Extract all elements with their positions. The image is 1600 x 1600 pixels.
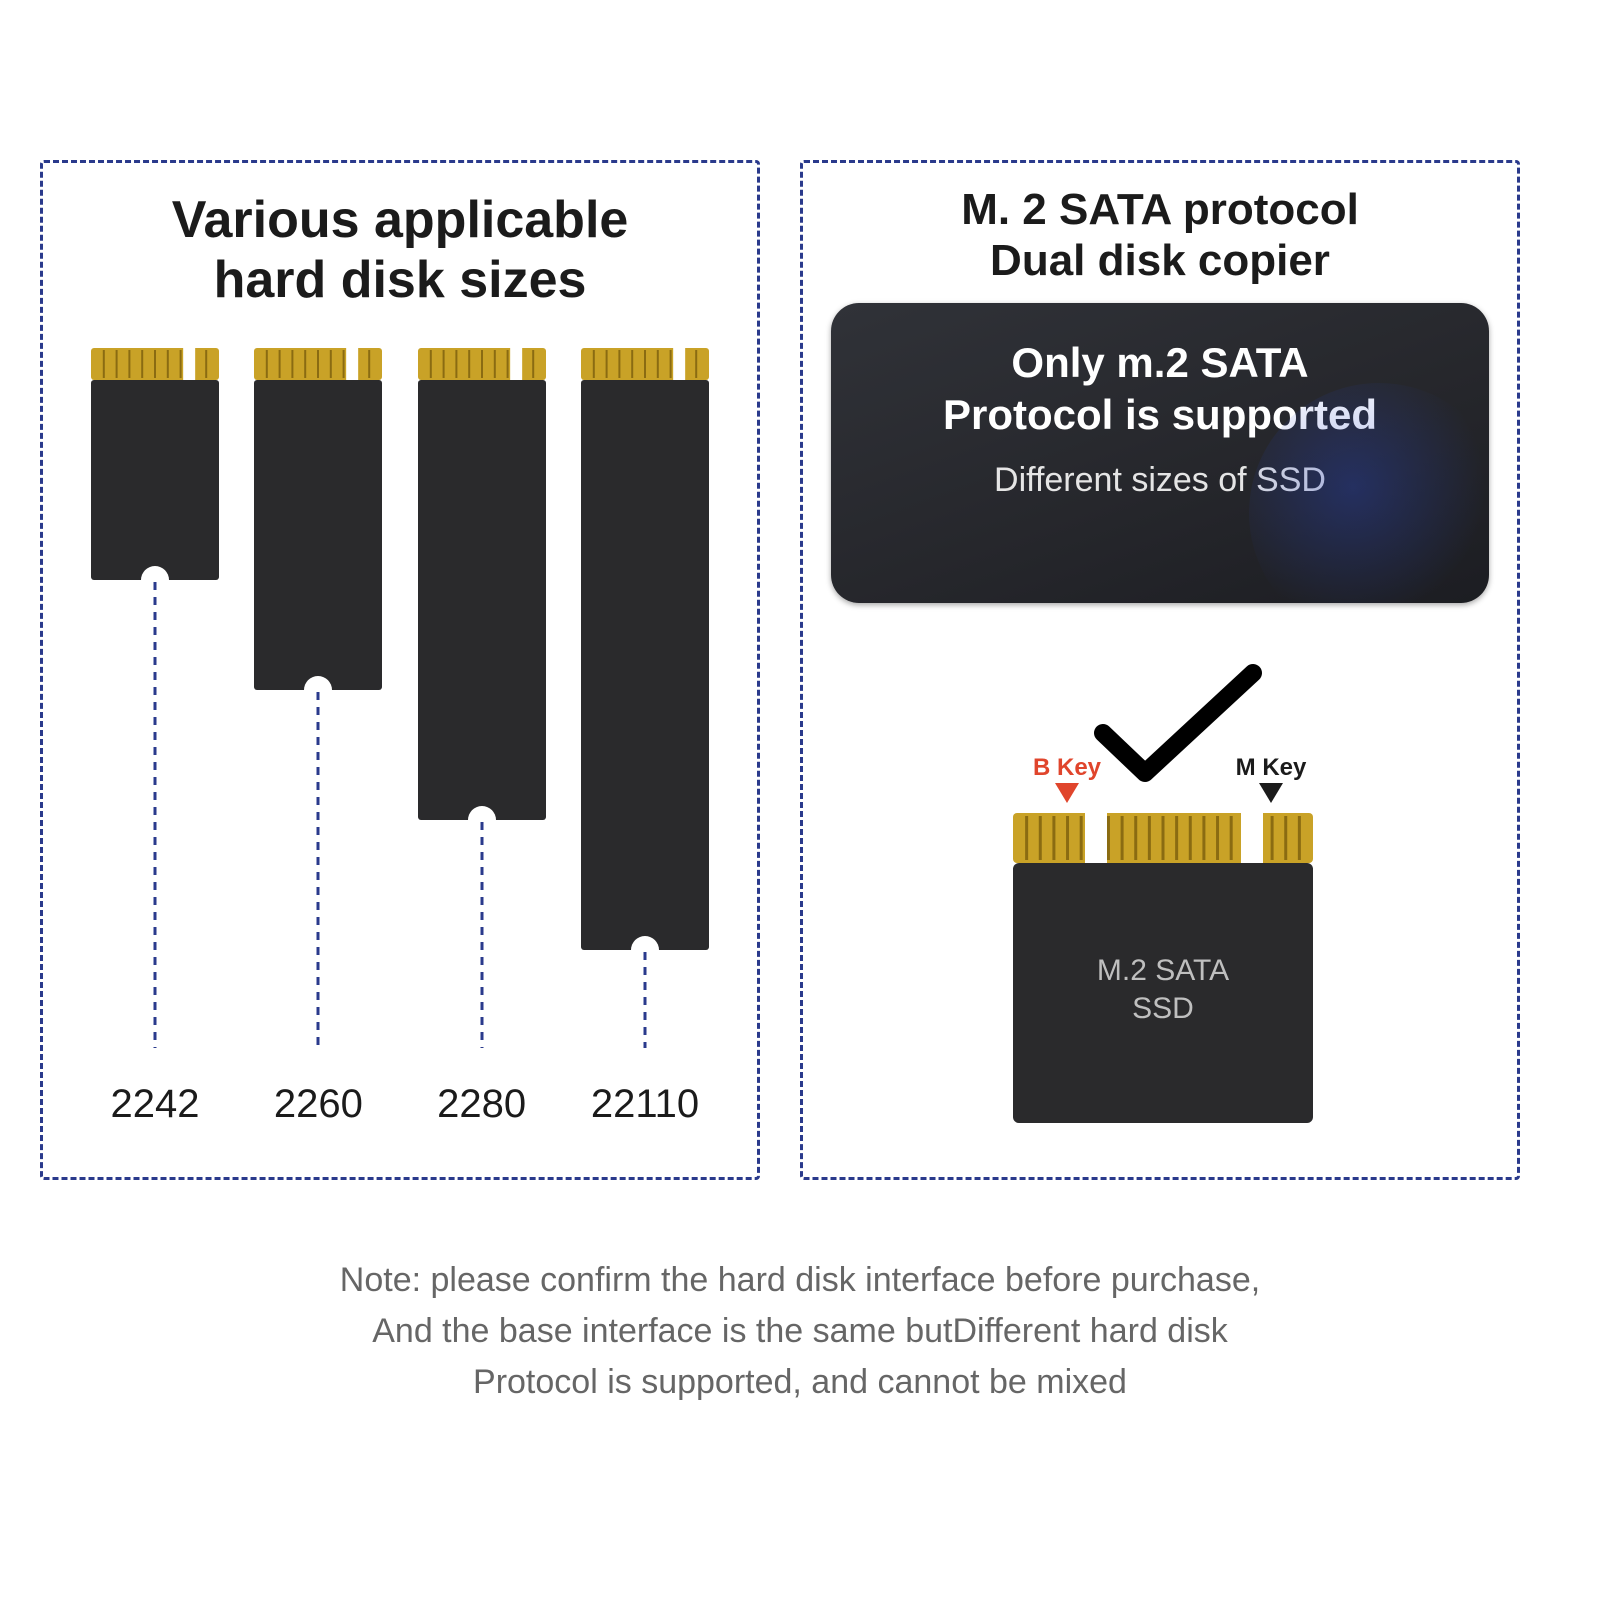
- protocol-title-line1: M. 2 SATA protocol: [961, 185, 1359, 234]
- info-box: Only m.2 SATA Protocol is supported Diff…: [831, 303, 1489, 603]
- sizes-title-line1: Various applicable: [172, 191, 629, 249]
- ssd-area: B Key M Key M.2 SATA SSD: [803, 663, 1517, 1157]
- sizes-panel: Various applicable hard disk sizes 2242 …: [40, 160, 760, 1180]
- label-22110: 22110: [575, 1082, 715, 1127]
- check-icon: [1103, 673, 1253, 773]
- disk-2260: [248, 348, 388, 1062]
- info-line1: Only m.2 SATA: [831, 339, 1489, 387]
- disk-2242: [85, 348, 225, 1062]
- ssd-illustration: B Key M Key M.2 SATA SSD: [803, 663, 1523, 1163]
- sizes-title: Various applicable hard disk sizes: [43, 191, 757, 311]
- protocol-title: M. 2 SATA protocol Dual disk copier: [803, 185, 1517, 286]
- label-2280: 2280: [412, 1082, 552, 1127]
- ssd-label-line2: SSD: [1132, 992, 1194, 1025]
- ssd-label-line1: M.2 SATA: [1097, 954, 1229, 987]
- m-key-arrow-icon: [1259, 783, 1283, 803]
- info-line3: Different sizes of SSD: [831, 461, 1489, 500]
- disk-22110: [575, 348, 715, 1062]
- label-2242: 2242: [85, 1082, 225, 1127]
- disk-2280: [412, 348, 552, 1062]
- b-key-label: B Key: [1033, 754, 1102, 781]
- note-line1: Note: please confirm the hard disk inter…: [340, 1261, 1260, 1299]
- size-labels: 2242 2260 2280 22110: [85, 1082, 715, 1127]
- m-key-label: M Key: [1236, 754, 1307, 781]
- disk-row: [85, 348, 715, 1062]
- label-2260: 2260: [248, 1082, 388, 1127]
- note-line3: Protocol is supported, and cannot be mix…: [473, 1363, 1127, 1401]
- info-line2: Protocol is supported: [831, 391, 1489, 439]
- footer-note: Note: please confirm the hard disk inter…: [0, 1255, 1600, 1408]
- b-key-arrow-icon: [1055, 783, 1079, 803]
- protocol-panel: M. 2 SATA protocol Dual disk copier Only…: [800, 160, 1520, 1180]
- protocol-title-line2: Dual disk copier: [990, 236, 1330, 285]
- sizes-title-line2: hard disk sizes: [214, 251, 587, 309]
- note-line2: And the base interface is the same butDi…: [372, 1312, 1228, 1350]
